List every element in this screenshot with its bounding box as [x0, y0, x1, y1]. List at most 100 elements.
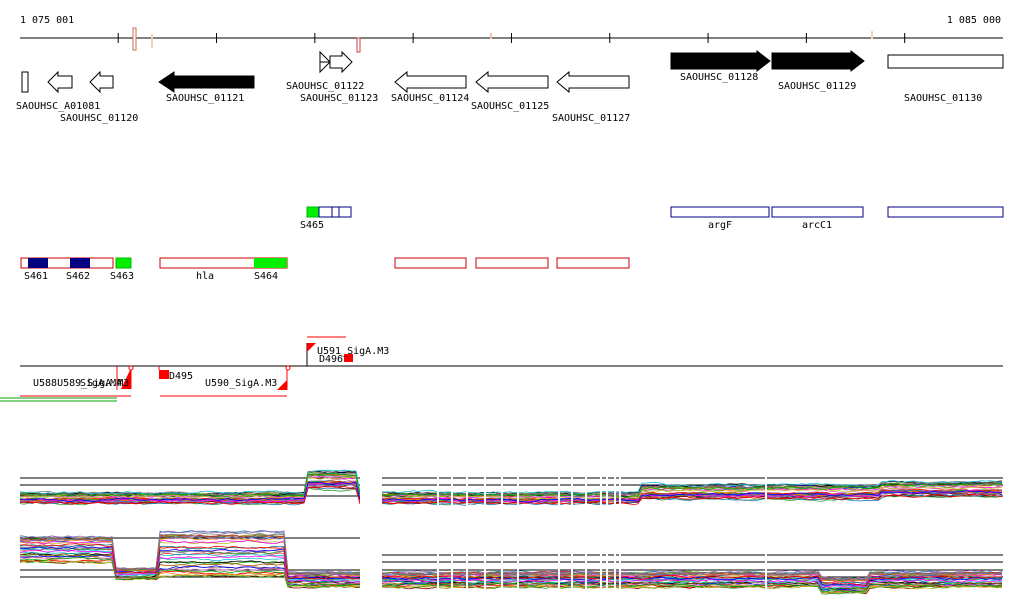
- feature-block[interactable]: [306, 206, 320, 218]
- probe-gap: [585, 462, 587, 602]
- feature-block[interactable]: [318, 206, 352, 218]
- gene-arrow[interactable]: [556, 70, 630, 94]
- expression-line: [19, 532, 361, 576]
- ruler-marker: [871, 31, 873, 39]
- feature-block[interactable]: [475, 257, 549, 269]
- gene-label: SAOUHSC_01123: [300, 93, 378, 104]
- probe-gap-overlay: [360, 462, 767, 602]
- transcript-label: D495: [169, 371, 193, 382]
- gene-label: SAOUHSC_01129: [778, 81, 856, 92]
- probe-gap: [606, 462, 608, 602]
- ruler-marker: [132, 27, 137, 51]
- ruler-marker: [356, 37, 361, 53]
- probe-gap: [360, 462, 382, 602]
- plus-feature-track: S465 argF arcC1: [300, 206, 1004, 231]
- gene-arrow[interactable]: [475, 70, 549, 94]
- expression-line: [19, 485, 361, 505]
- gene-arrow[interactable]: [158, 71, 255, 93]
- feature-label: S464: [254, 271, 278, 282]
- gene-label: SAOUHSC_01120: [60, 113, 138, 124]
- feature-block[interactable]: [115, 257, 132, 269]
- transcript-label: U590_SigA.M3: [205, 378, 277, 389]
- gene-track: SAOUHSC_A01081 SAOUHSC_01120 SAOUHSC_011…: [16, 49, 1004, 124]
- gene-arrow[interactable]: [771, 49, 865, 73]
- probe-gap: [558, 462, 560, 602]
- gene-label: SAOUHSC_01121: [166, 93, 244, 104]
- probe-gap: [765, 462, 767, 602]
- transcript-marker[interactable]: [159, 370, 169, 379]
- expression-line: [19, 559, 361, 588]
- expression-line: [19, 530, 361, 574]
- gene-label: SAOUHSC_01127: [552, 113, 630, 124]
- expression-line: [19, 472, 361, 497]
- feature-block[interactable]: [556, 257, 630, 269]
- transcript-marker: [128, 365, 134, 371]
- gene-arrow[interactable]: [329, 50, 353, 74]
- feature-label: S462: [66, 271, 90, 282]
- transcript-marker[interactable]: [344, 354, 353, 362]
- probe-gap: [484, 462, 486, 602]
- transcript-marker: [285, 365, 291, 371]
- gene-label: SAOUHSC_01130: [904, 93, 982, 104]
- expression-line: [19, 546, 361, 580]
- feature-block[interactable]: [70, 258, 90, 268]
- expression-line: [19, 557, 361, 587]
- gene-arrow[interactable]: [47, 70, 73, 94]
- expression-line: [19, 476, 361, 500]
- probe-gap: [619, 462, 621, 602]
- feature-block[interactable]: [28, 258, 48, 268]
- gene-arrow[interactable]: [89, 70, 114, 94]
- transcript-track: U591_SigA.M3 D496 D495 U590_SigA.M3 U588…: [0, 336, 1003, 402]
- feature-label: S461: [24, 271, 48, 282]
- expression-line: [19, 539, 361, 578]
- gene-label: SAOUHSC_01124: [391, 93, 469, 104]
- feature-block[interactable]: [20, 257, 114, 269]
- transcript-marker[interactable]: [307, 343, 316, 352]
- gene-label: SAOUHSC_A01081: [16, 101, 100, 112]
- feature-block[interactable]: [394, 257, 467, 269]
- ruler-marker: [490, 33, 492, 39]
- minus-feature-track: S461 S462 S463 hla S464: [20, 257, 630, 282]
- expression-track-lower: [19, 530, 1003, 595]
- expression-line: [19, 530, 360, 575]
- ruler-end-label: 1 085 000: [947, 15, 1001, 26]
- transcript-marker[interactable]: [121, 368, 131, 389]
- gene-arrow[interactable]: [21, 71, 29, 93]
- probe-gap: [501, 462, 503, 602]
- expression-line: [19, 534, 360, 575]
- probe-gap: [466, 462, 468, 602]
- expression-track-upper: [19, 469, 1003, 506]
- transcript-label: U588U589_SigA.M3: [33, 378, 129, 389]
- gene-arrow[interactable]: [670, 49, 771, 73]
- feature-label: arcC1: [802, 220, 832, 231]
- expression-line: [19, 469, 361, 495]
- expression-line: [20, 474, 361, 499]
- feature-block[interactable]: [254, 258, 287, 268]
- expression-line: [19, 481, 361, 503]
- transcript-label: D496: [319, 354, 343, 365]
- expression-line: [19, 543, 361, 580]
- probe-gap: [451, 462, 453, 602]
- ruler-start-label: 1 075 001: [20, 15, 74, 26]
- transcript-label: U591_SigA.M3: [317, 346, 389, 357]
- feature-label: argF: [708, 220, 732, 231]
- feature-label: S463: [110, 271, 134, 282]
- gene-box[interactable]: [887, 54, 1004, 69]
- position-ruler: 1 075 001 1 085 000: [20, 15, 1003, 53]
- feature-label: hla: [196, 271, 214, 282]
- gene-arrow[interactable]: [394, 70, 467, 94]
- expression-line: [19, 553, 360, 586]
- probe-gap: [571, 462, 573, 602]
- probe-gap: [517, 462, 519, 602]
- ruler-marker: [151, 34, 153, 48]
- feature-block[interactable]: [670, 206, 770, 218]
- feature-block[interactable]: [771, 206, 864, 218]
- ruler-ticks: [117, 33, 906, 43]
- expression-lines: [19, 469, 1003, 506]
- transcript-marker[interactable]: [277, 380, 287, 390]
- feature-block[interactable]: [887, 206, 1004, 218]
- gene-label: SAOUHSC_01128: [680, 72, 758, 83]
- gene-label: SAOUHSC_01122: [286, 81, 364, 92]
